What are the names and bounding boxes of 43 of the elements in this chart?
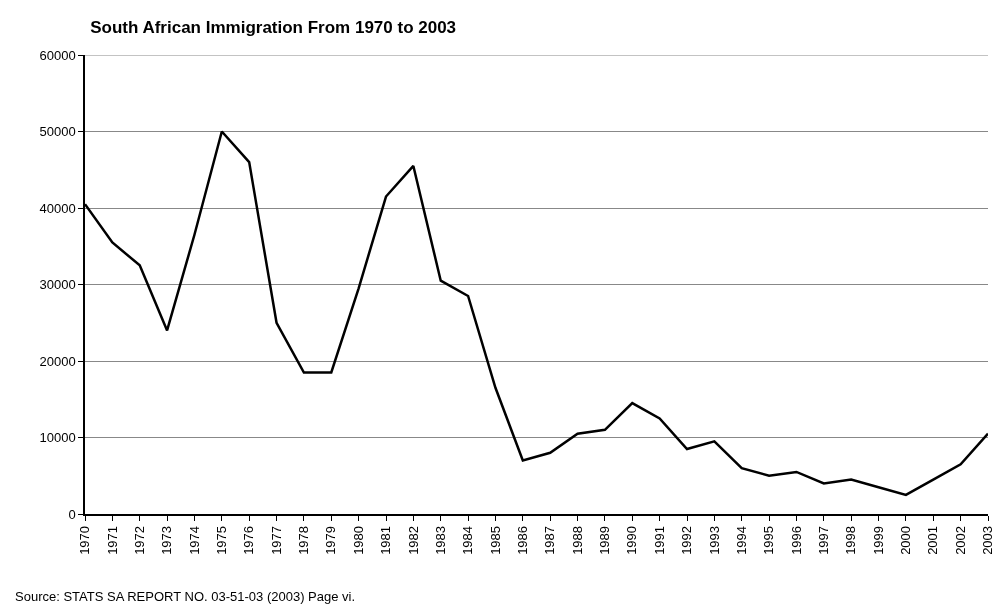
x-tick-label: 2003 <box>980 525 996 555</box>
x-tick-label: 1993 <box>706 525 722 555</box>
x-tick-label: 2002 <box>952 525 968 555</box>
x-tick-label: 1982 <box>405 525 421 555</box>
x-tick-label: 1999 <box>870 525 886 555</box>
x-tick-label: 1983 <box>432 525 448 555</box>
x-tick-label: 1984 <box>460 525 476 555</box>
x-tick-label: 1981 <box>378 525 394 555</box>
x-tick-label: 2001 <box>925 525 941 555</box>
x-tick-label: 1976 <box>241 525 257 555</box>
x-tick-label: 1997 <box>816 525 832 555</box>
x-tick-label: 1977 <box>268 525 284 555</box>
x-tick-label: 1995 <box>761 525 777 555</box>
x-tick-label: 1991 <box>651 525 667 555</box>
x-tick-label: 1973 <box>159 525 175 555</box>
source-note: Source: STATS SA REPORT NO. 03-51-03 (2003) Page vi. <box>15 589 356 604</box>
chart-title: South African Immigration From 1970 to 2003 <box>90 18 457 38</box>
x-tick-label: 1971 <box>104 525 120 555</box>
x-tick-label: 1998 <box>843 525 859 555</box>
x-tick-label: 1985 <box>487 525 503 555</box>
y-tick-label: 30000 <box>39 277 76 293</box>
x-tick-label: 1972 <box>131 525 147 555</box>
x-tick-label: 1989 <box>597 525 613 555</box>
x-tick-label: 1988 <box>569 525 585 555</box>
x-tick-label: 1992 <box>679 525 695 555</box>
x-tick-label: 1980 <box>350 525 366 555</box>
x-tick-label: 1979 <box>323 525 339 555</box>
y-tick-label: 40000 <box>39 200 76 216</box>
x-tick-label: 1974 <box>186 525 202 555</box>
y-tick-label: 60000 <box>39 47 76 63</box>
x-tick-label: 1970 <box>77 525 93 555</box>
x-tick-label: 1994 <box>733 525 749 555</box>
x-tick-label: 1975 <box>214 525 230 555</box>
y-tick-label: 10000 <box>39 430 76 446</box>
x-tick-label: 2000 <box>898 525 914 555</box>
x-tick-label: 1996 <box>788 525 804 555</box>
y-tick-label: 20000 <box>39 353 76 369</box>
x-tick-label: 1986 <box>515 525 531 555</box>
x-tick-label: 1990 <box>624 525 640 555</box>
y-tick-label: 0 <box>68 506 76 522</box>
y-tick-label: 50000 <box>39 124 76 140</box>
x-tick-label: 1978 <box>296 525 312 555</box>
x-tick-label: 1987 <box>542 525 558 555</box>
